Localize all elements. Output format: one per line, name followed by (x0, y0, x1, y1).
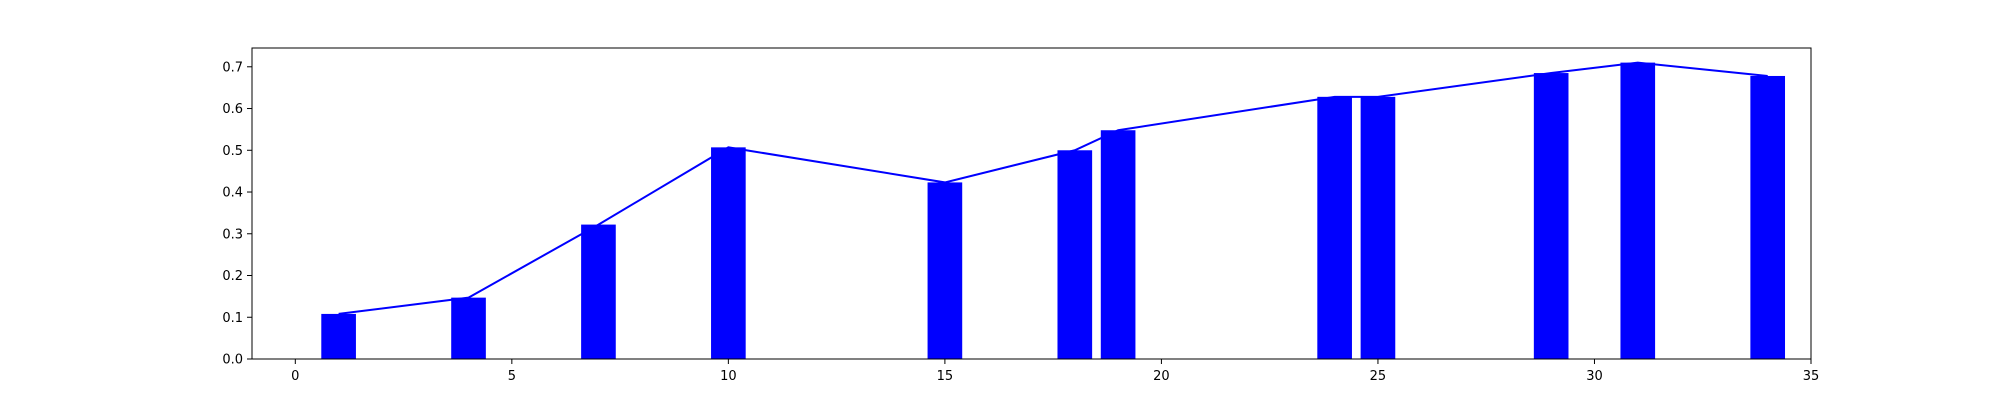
series-line (338, 61, 1768, 315)
bar-7 (1317, 96, 1352, 359)
x-tick-label-3: 15 (937, 369, 954, 384)
bar-9 (1533, 73, 1569, 359)
y-tick-label-6: 0.6 (222, 102, 243, 117)
y-tick-label-0: 0.0 (222, 353, 243, 368)
y-tick-label-1: 0.1 (222, 311, 243, 326)
bar-4 (927, 182, 963, 359)
y-axis: 0.0 0.1 0.2 0.3 0.4 0.5 0.6 0.7 (222, 60, 252, 368)
bar-5 (1057, 150, 1093, 359)
y-tick-label-2: 0.2 (222, 269, 243, 284)
x-tick-label-0: 0 (291, 369, 299, 384)
bar-2 (581, 224, 616, 359)
x-tick-label-7: 35 (1803, 369, 1820, 384)
bar-3 (711, 147, 746, 359)
x-tick-label-5: 25 (1370, 369, 1387, 384)
x-tick-label-6: 30 (1586, 369, 1603, 384)
x-axis: 0 5 10 15 20 25 30 35 (291, 359, 1819, 384)
y-tick-label-5: 0.5 (222, 144, 243, 159)
x-tick-label-2: 10 (720, 369, 737, 384)
plot-frame (251, 47, 1812, 360)
y-tick-label-4: 0.4 (222, 186, 243, 201)
line-layer (338, 61, 1768, 315)
bar-0 (321, 313, 356, 359)
bars-layer (321, 62, 1786, 360)
x-tick-label-1: 5 (508, 369, 516, 384)
bar-8 (1360, 96, 1396, 359)
y-tick-label-3: 0.3 (222, 227, 243, 242)
y-tick-label-7: 0.7 (222, 60, 243, 75)
bar-11 (1750, 75, 1786, 360)
bar-1 (451, 297, 486, 359)
x-tick-label-4: 20 (1153, 369, 1170, 384)
bar-6 (1100, 130, 1136, 359)
bar-10 (1620, 62, 1656, 359)
